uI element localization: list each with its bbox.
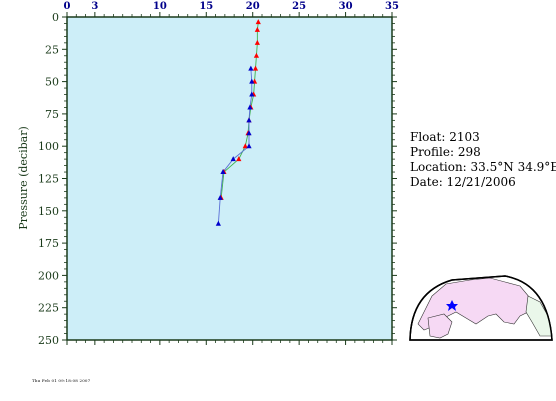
data-point-marker xyxy=(247,104,253,110)
float-id: Float: 2103 xyxy=(410,130,480,144)
y-tick-label: 200 xyxy=(38,269,59,282)
data-point-marker xyxy=(236,156,242,162)
float-info: Float: 2103 Profile: 298 Location: 33.5°… xyxy=(410,130,556,190)
data-point-marker xyxy=(249,78,255,84)
location-map xyxy=(409,275,553,341)
y-tick-label: 25 xyxy=(45,43,59,56)
y-tick-label: 150 xyxy=(38,205,59,218)
profile-number: Profile: 298 xyxy=(410,145,481,159)
map-border xyxy=(409,275,553,341)
x-axis: 0 3 10 15 20 25 30 35 xyxy=(64,1,399,345)
y-tick-label: 250 xyxy=(38,334,59,347)
data-point-marker xyxy=(248,65,254,71)
x-tick-label: 25 xyxy=(292,1,306,12)
y-tick-label: 125 xyxy=(38,173,59,186)
y-tick-label: 175 xyxy=(38,237,59,250)
data-point-marker xyxy=(252,65,259,71)
plot-area xyxy=(66,16,393,341)
data-point-marker xyxy=(230,156,236,162)
x-tick-label: 20 xyxy=(246,1,260,12)
map-land-east xyxy=(525,295,553,337)
float-location: Location: 33.5°N 34.9°E xyxy=(410,160,556,174)
series-line xyxy=(220,22,259,198)
data-point-marker xyxy=(246,117,252,123)
x-tick-label: 10 xyxy=(153,1,167,12)
data-point-marker xyxy=(217,194,223,200)
x-tick-label: 0 xyxy=(64,1,71,12)
data-point-marker xyxy=(220,169,226,175)
y-axis-title: Pressure (decibar) xyxy=(17,126,30,229)
map-land-africa xyxy=(427,313,453,339)
profile-date: Date: 12/21/2006 xyxy=(410,175,516,189)
y-tick-label: 100 xyxy=(38,140,59,153)
x-tick-label: 35 xyxy=(385,1,399,12)
y-tick-label: 225 xyxy=(38,302,59,315)
data-point-marker xyxy=(242,143,248,149)
data-point-marker xyxy=(246,143,252,149)
data-point-marker xyxy=(246,130,252,136)
timestamp-footer: Thu Feb 01 09:18:08 2007 xyxy=(32,378,91,383)
y-tick-label: 50 xyxy=(45,76,59,89)
data-point-marker xyxy=(255,19,261,25)
x-tick-label: 3 xyxy=(91,1,98,12)
y-tick-label: 75 xyxy=(45,108,59,121)
y-axis: 0 25 50 75 100 125 150 175 200 225 250 xyxy=(38,11,397,347)
x-tick-label: 15 xyxy=(199,1,213,12)
data-point-marker xyxy=(253,52,260,58)
y-tick-label: 0 xyxy=(52,11,59,24)
data-point-marker xyxy=(254,26,260,32)
data-point-marker xyxy=(249,91,255,97)
data-point-marker xyxy=(254,39,260,45)
map-float-marker xyxy=(446,300,458,311)
series-group xyxy=(215,19,261,226)
data-point-marker xyxy=(215,220,221,226)
x-tick-label: 30 xyxy=(339,1,353,12)
